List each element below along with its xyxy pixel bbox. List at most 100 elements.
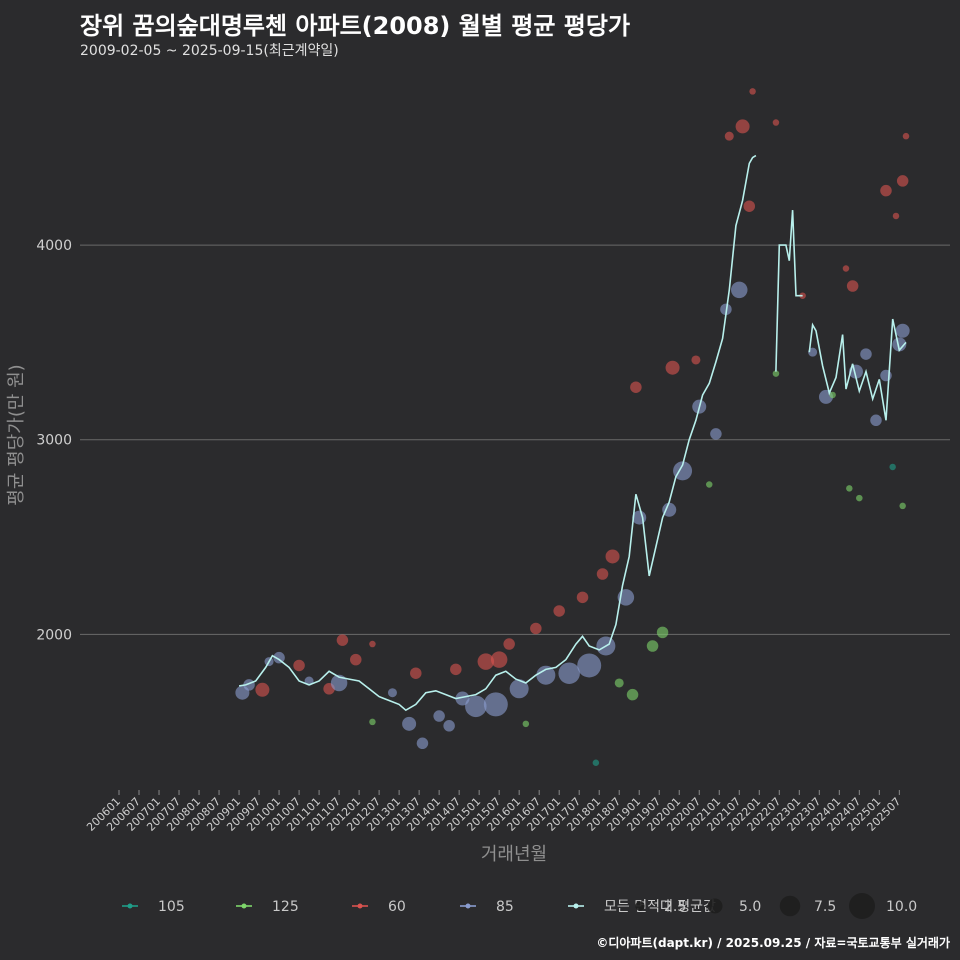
- data-point-60: [530, 622, 542, 635]
- data-point-60: [255, 682, 270, 697]
- average-line-group: [238, 154, 907, 712]
- data-point-60: [293, 659, 305, 672]
- data-point-125: [706, 481, 713, 488]
- data-point-85: [330, 674, 348, 692]
- data-point-60: [350, 653, 362, 666]
- data-point-60: [369, 640, 376, 648]
- data-point-85: [416, 737, 429, 750]
- data-point-60: [630, 381, 642, 393]
- legend-size-label: 2.5: [664, 899, 686, 915]
- data-point-85: [848, 364, 863, 379]
- data-point-60: [772, 119, 780, 126]
- y-axis-label: 평균 평당가(만 원): [6, 364, 27, 505]
- data-point-60: [410, 667, 422, 679]
- data-point-60: [691, 355, 701, 365]
- data-point-60: [749, 88, 756, 95]
- average-line: [775, 210, 803, 372]
- data-point-85: [443, 720, 455, 732]
- chart-title: 장위 꿈의숲대명루첸 아파트(2008) 월별 평균 평당가: [80, 12, 631, 40]
- legend-label: 85: [496, 899, 514, 915]
- x-axis-label: 거래년월: [481, 844, 547, 865]
- y-tick-label: 2000: [36, 627, 72, 643]
- data-point-60: [896, 175, 909, 187]
- source-caption: ©디아파트(dapt.kr) / 2025.09.25 / 자료=국토교통부 실…: [596, 936, 950, 950]
- data-point-125: [856, 494, 863, 502]
- data-point-85: [465, 695, 487, 718]
- grid-lines: [80, 244, 950, 635]
- data-point-60: [735, 119, 750, 134]
- data-point-85: [387, 688, 397, 698]
- data-point-85: [402, 716, 417, 731]
- data-point-60: [553, 605, 565, 617]
- data-point-105: [889, 463, 896, 471]
- y-ticks: 2000 3000 4000: [36, 238, 72, 643]
- data-point-105: [592, 759, 600, 767]
- legend-size-label: 5.0: [739, 899, 761, 915]
- legend-dot-모든 면적대 평균값: [573, 903, 579, 909]
- data-points: [235, 88, 910, 767]
- data-point-85: [483, 692, 508, 717]
- data-point-60: [892, 212, 900, 220]
- data-point-125: [614, 678, 624, 688]
- legend-label: 60: [388, 899, 406, 915]
- legend-size-circle: [707, 898, 723, 914]
- x-ticks: 2006012006072007012007072008012008072009…: [84, 790, 903, 834]
- data-point-60: [743, 200, 756, 212]
- data-point-60: [336, 634, 349, 646]
- data-point-125: [772, 370, 780, 377]
- y-tick-label: 3000: [36, 433, 72, 449]
- data-point-60: [902, 132, 910, 140]
- data-point-85: [710, 428, 722, 440]
- data-point-60: [799, 292, 806, 299]
- average-line: [238, 154, 757, 712]
- data-point-125: [369, 718, 376, 726]
- legend-size-label: 7.5: [814, 899, 836, 915]
- legend-dot-60: [357, 903, 363, 909]
- data-point-85: [662, 502, 677, 517]
- data-point-60: [450, 663, 462, 676]
- data-point-60: [842, 265, 850, 272]
- legend-size-circle: [849, 893, 875, 919]
- legend-dot-125: [241, 903, 247, 909]
- data-point-85: [577, 653, 602, 678]
- legend-label: 105: [158, 899, 185, 915]
- y-tick-label: 4000: [36, 238, 72, 254]
- legend-label: 모든 면적대 평균값: [604, 899, 716, 915]
- data-point-125: [522, 720, 530, 728]
- data-point-60: [503, 638, 515, 650]
- data-point-60: [596, 568, 609, 580]
- data-point-60: [665, 360, 680, 375]
- legend-dot-85: [465, 903, 471, 909]
- data-point-85: [673, 461, 693, 481]
- data-point-85: [892, 337, 907, 352]
- chart-subtitle: 2009-02-05 ~ 2025-09-15(최근계약일): [80, 43, 339, 59]
- data-point-60: [490, 651, 508, 668]
- data-point-125: [646, 640, 659, 652]
- data-point-85: [870, 414, 882, 427]
- data-point-85: [860, 348, 872, 360]
- data-point-125: [656, 626, 669, 639]
- legend-size-circle: [635, 901, 645, 911]
- data-point-85: [433, 710, 445, 722]
- data-point-60: [605, 549, 620, 564]
- data-point-60: [576, 591, 589, 604]
- data-point-85: [731, 281, 748, 299]
- data-point-60: [880, 184, 892, 197]
- data-point-60: [724, 131, 734, 141]
- data-point-85: [895, 323, 910, 338]
- data-point-60: [846, 280, 859, 292]
- legend-label: 125: [272, 899, 299, 915]
- legend-dot-105: [127, 903, 133, 909]
- data-point-85: [273, 651, 285, 664]
- data-point-85: [509, 679, 529, 699]
- data-point-85: [558, 662, 580, 684]
- legend-size-circle: [779, 895, 801, 917]
- average-line: [808, 318, 907, 421]
- data-point-125: [899, 502, 906, 510]
- legend-size-label: 10.0: [886, 899, 917, 915]
- data-point-125: [846, 485, 853, 492]
- data-point-60: [477, 653, 495, 670]
- data-point-125: [829, 391, 836, 399]
- data-point-85: [536, 665, 556, 685]
